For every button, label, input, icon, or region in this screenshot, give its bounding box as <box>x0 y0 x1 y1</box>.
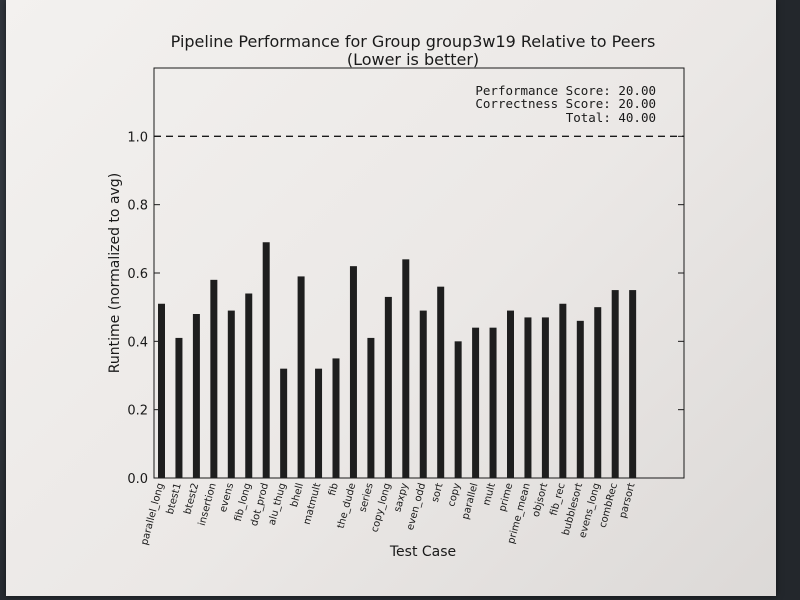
performance-score-annotation: Performance Score: 20.00 <box>475 83 656 98</box>
bar-bhell <box>297 276 305 478</box>
chart-subtitle: (Lower is better) <box>347 50 479 69</box>
category-label-objsort: objsort <box>531 482 551 518</box>
bar-matmult <box>315 368 323 478</box>
bar-mult <box>489 327 497 478</box>
bar-parsort <box>629 290 637 478</box>
bar-alu_thug <box>280 368 288 478</box>
bar-the_dude <box>349 266 357 478</box>
y-axis-ticks: 0.0 0.2 0.4 0.6 0.8 1.0 <box>127 130 684 487</box>
category-label-mult: mult <box>481 482 498 507</box>
bar-series <box>367 337 375 478</box>
bar-insertion <box>210 279 218 478</box>
bar-sort <box>437 286 445 478</box>
category-label-parallel_long: parallel_long <box>139 482 166 546</box>
bar-prime <box>507 310 514 478</box>
bar-fib_rec <box>559 303 567 478</box>
bar-bubblesort <box>576 320 584 478</box>
category-label-bhell: bhell <box>289 482 306 508</box>
y-axis-label: Runtime (normalized to avg) <box>107 173 123 373</box>
total-score-annotation: Total: 40.00 <box>566 110 656 125</box>
category-label-btest1: btest1 <box>165 482 184 516</box>
bar-parallel <box>472 327 480 478</box>
category-label-matmult: matmult <box>302 482 324 526</box>
chart-title: Pipeline Performance for Group group3w19… <box>171 32 656 51</box>
category-label-series: series <box>358 482 376 513</box>
category-label-btest2: btest2 <box>182 482 201 516</box>
category-label-saxpy: saxpy <box>392 482 410 513</box>
bars-group <box>158 242 637 478</box>
x-axis-label: Test Case <box>389 544 456 560</box>
category-label-parsort: parsort <box>618 482 638 520</box>
category-label-prime: prime <box>497 482 515 513</box>
correctness-score-annotation: Correctness Score: 20.00 <box>475 96 656 111</box>
y-tick-label: 0.4 <box>127 335 148 350</box>
bar-dot_prod <box>262 242 270 478</box>
bar-copy_long <box>384 296 392 478</box>
bar-btest2 <box>192 314 200 478</box>
y-tick-label: 0.2 <box>127 404 148 419</box>
category-label-sort: sort <box>430 482 446 504</box>
bar-objsort <box>541 317 549 478</box>
y-tick-label: 0.6 <box>127 267 148 282</box>
category-label-fib_rec: fib_rec <box>549 482 568 517</box>
y-tick-label: 1.0 <box>127 130 148 145</box>
bar-prime_mean <box>524 317 532 478</box>
category-label-fib: fib <box>327 482 341 497</box>
bar-evens_long <box>594 307 602 478</box>
category-label-copy: copy <box>446 482 463 508</box>
y-tick-label: 0.8 <box>127 199 148 214</box>
bar-fib_long <box>245 293 253 478</box>
bar-evens <box>227 310 235 478</box>
bar-parallel_long <box>158 303 165 478</box>
bar-even_odd <box>419 310 427 478</box>
category-label-evens: evens <box>218 482 236 514</box>
bar-fib <box>332 358 340 478</box>
bar-copy <box>454 341 462 478</box>
category-label-parallel: parallel <box>460 482 480 521</box>
bar-btest1 <box>175 337 183 478</box>
bar-combRec <box>611 290 619 478</box>
y-tick-label: 0.0 <box>127 472 148 487</box>
bar-saxpy <box>402 259 410 478</box>
